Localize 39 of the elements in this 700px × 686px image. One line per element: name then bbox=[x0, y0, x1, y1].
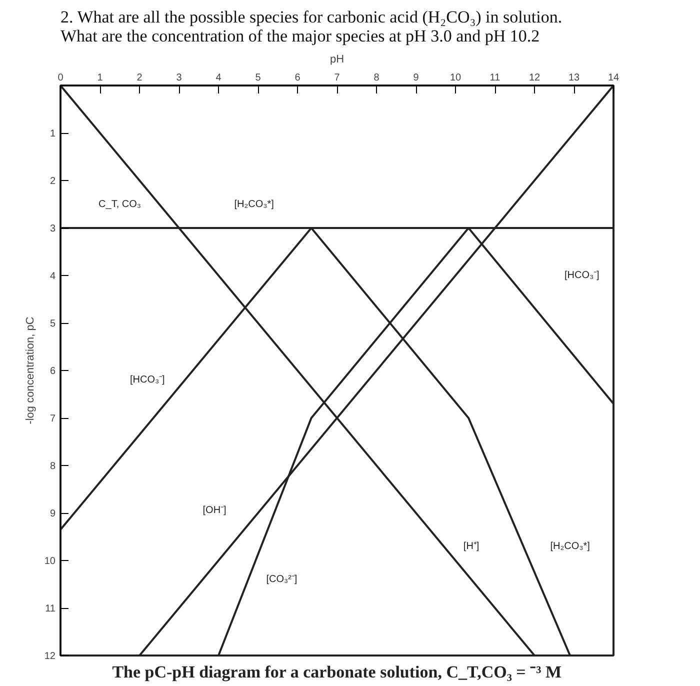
y-tick-label: 11 bbox=[45, 604, 56, 614]
annotation: [H₂CO₃*] bbox=[234, 198, 274, 210]
annotation: C_T, CO₃ bbox=[98, 198, 141, 210]
y-tick-label: 5 bbox=[50, 318, 56, 330]
y-axis-title: -log concentration, pC bbox=[24, 316, 36, 424]
x-tick-label: 11 bbox=[490, 72, 501, 84]
annotation: [H₂CO₃*] bbox=[550, 540, 590, 552]
y-tick-label: 2 bbox=[50, 176, 56, 187]
y-tick-label: 9 bbox=[50, 508, 56, 520]
x-tick-label: 3 bbox=[176, 72, 182, 84]
x-tick-label: 0 bbox=[58, 72, 64, 84]
y-tick-label: 12 bbox=[44, 651, 56, 662]
x-tick-label: 5 bbox=[255, 72, 262, 84]
annotation: [OH⁻] bbox=[202, 505, 227, 516]
x-tick-label: 2 bbox=[136, 72, 143, 84]
y-tick-label: 1 bbox=[50, 128, 56, 140]
x-tick-label: 12 bbox=[528, 72, 540, 84]
annotation: [HCO₃⁻] bbox=[564, 270, 600, 281]
y-tick-label: 4 bbox=[50, 271, 56, 282]
x-tick-label: 14 bbox=[608, 72, 620, 84]
x-tick-label: 8 bbox=[374, 72, 380, 84]
text: The pC-pH diagram for a carbonate solution, C_T,CO₃ = ⁻³ M bbox=[112, 662, 562, 682]
x-tick-label: 7 bbox=[334, 72, 340, 84]
chart-title: 2. What are all the possible species for carbonic acid (H₂CO₃) in solution. What are the concentration of the major species at pH 3.0 and pH 10.2 bbox=[60, 8, 562, 46]
y-tick-label: 10 bbox=[44, 556, 56, 567]
y-tick-label: 6 bbox=[50, 366, 56, 377]
annotation: [CO₃²⁻] bbox=[266, 574, 298, 585]
annotation: [H⁺] bbox=[463, 540, 480, 552]
y-tick-label: 7 bbox=[50, 414, 56, 424]
x-axis-title: pH bbox=[330, 54, 344, 66]
annotation: [HCO₃⁻] bbox=[130, 374, 166, 386]
y-tick-label: 3 bbox=[50, 224, 56, 234]
x-tick-label: 6 bbox=[294, 72, 301, 84]
x-tick-label: 13 bbox=[568, 72, 580, 84]
x-tick-label: 4 bbox=[216, 72, 222, 84]
x-tick-label: 1 bbox=[97, 72, 104, 84]
x-tick-label: 9 bbox=[413, 72, 420, 84]
x-tick-label: 10 bbox=[450, 72, 462, 84]
y-tick-label: 8 bbox=[50, 461, 56, 472]
